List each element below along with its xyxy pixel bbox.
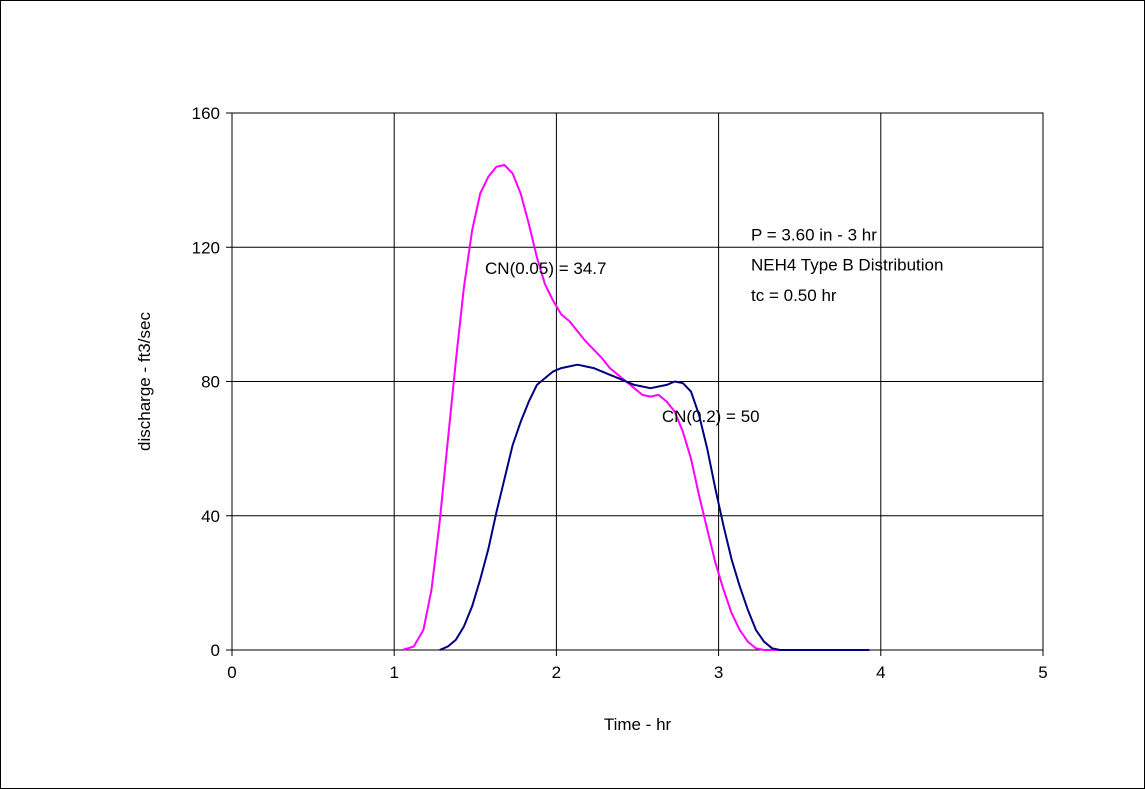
y-axis-title: discharge - ft3/sec (135, 312, 154, 451)
x-axis-title: Time - hr (604, 715, 672, 734)
y-tick-label-0: 0 (211, 641, 220, 660)
y-tick-label-4: 160 (192, 104, 220, 123)
y-tick-label-2: 80 (201, 373, 220, 392)
series-line-1 (439, 363, 870, 651)
y-tick-label-1: 40 (201, 507, 220, 526)
series (402, 164, 870, 651)
x-axis-ticks: 0 1 2 3 4 5 (227, 650, 1048, 682)
annotation-3: NEH4 Type B Distribution (751, 256, 943, 275)
x-tick-label-0: 0 (227, 663, 236, 682)
y-tick-label-3: 120 (192, 238, 220, 257)
annotation-1: CN(0.2) = 50 (662, 407, 760, 426)
x-tick-label-1: 1 (389, 663, 398, 682)
annotation-4: tc = 0.50 hr (751, 286, 837, 305)
grid (232, 113, 1043, 650)
y-axis-ticks: 0 40 80 120 160 (192, 104, 232, 660)
x-tick-label-2: 2 (552, 663, 561, 682)
annotation-0: CN(0.05) = 34.7 (485, 259, 606, 278)
x-tick-label-3: 3 (714, 663, 723, 682)
x-tick-label-5: 5 (1038, 663, 1047, 682)
annotations: CN(0.05) = 34.7 CN(0.2) = 50 P = 3.60 in -… (485, 226, 943, 426)
x-tick-label-4: 4 (876, 663, 885, 682)
annotation-2: P = 3.60 in - 3 hr (751, 226, 877, 245)
